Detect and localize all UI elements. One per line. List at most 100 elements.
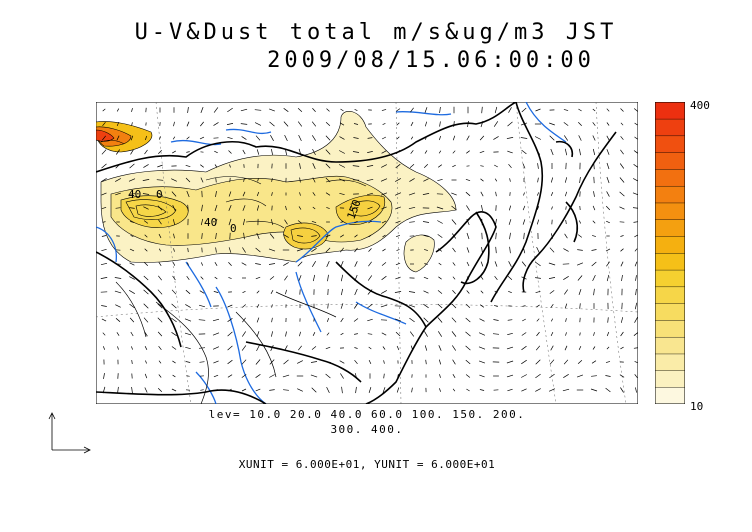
wind-vector [214, 150, 218, 154]
wind-vector [143, 303, 149, 309]
wind-vector [227, 318, 233, 322]
wind-vector [185, 164, 191, 168]
coastlines-borders [96, 102, 617, 404]
wind-vector [565, 219, 567, 225]
wind-vector [436, 206, 444, 210]
wind-vector [299, 163, 301, 169]
wind-vector [606, 331, 610, 337]
wind-vector [354, 359, 358, 365]
wind-vector [578, 288, 582, 296]
wind-vector [422, 193, 430, 195]
wind-vector [129, 262, 135, 266]
wind-vector [171, 332, 177, 336]
wind-vector [508, 290, 512, 294]
wind-vector [312, 206, 316, 210]
wind-vector [285, 289, 287, 295]
wind-vector [256, 149, 260, 155]
wind-vector [381, 164, 387, 168]
wind-vector [408, 206, 416, 210]
wind-vector [353, 318, 359, 322]
wind-vector [101, 149, 107, 155]
wind-vector [521, 374, 527, 378]
wind-vector [298, 134, 302, 142]
wind-vector [215, 247, 217, 253]
wind-vector [395, 262, 401, 266]
wind-vector [563, 248, 569, 252]
wind-vector [353, 207, 359, 209]
wind-vector [268, 263, 276, 265]
wind-vector [607, 317, 609, 323]
wind-vector [143, 275, 149, 281]
wind-vector [299, 192, 301, 196]
wind-vector [396, 249, 400, 251]
wind-vector [352, 151, 360, 153]
wind-vector [634, 317, 638, 323]
wind-vector [158, 275, 162, 281]
wind-vector [382, 123, 386, 125]
wind-vector [465, 317, 471, 323]
wind-vector [591, 375, 597, 377]
wind-vector [129, 221, 135, 223]
thin-borders [115, 281, 337, 404]
wind-vector [340, 303, 344, 309]
wind-vector [465, 359, 471, 365]
wind-vector [479, 318, 485, 322]
wind-vector [325, 247, 331, 253]
wind-vector [255, 276, 261, 280]
wind-vector [198, 347, 206, 349]
wind-vector [621, 274, 623, 282]
wind-vector [394, 318, 402, 322]
colorbar-cell [655, 336, 685, 355]
wind-vector [186, 190, 190, 198]
wind-vector [367, 151, 373, 153]
wind-vector [620, 122, 624, 126]
wind-vector [187, 107, 189, 113]
wind-vector [131, 360, 133, 364]
wind-vector [382, 346, 386, 350]
wind-vector [620, 331, 624, 337]
wind-vector [185, 346, 191, 350]
wind-vector [578, 135, 582, 141]
wind-vector [565, 318, 567, 322]
wind-vector [408, 291, 416, 293]
wind-vector [158, 248, 162, 252]
wind-vector [394, 291, 402, 293]
wind-vector [270, 135, 274, 141]
wind-vector [521, 107, 527, 113]
wind-vector [339, 122, 345, 126]
wind-vector [115, 178, 121, 182]
wind-vector [423, 164, 429, 168]
wind-vector [130, 135, 134, 141]
contour-label: 40 [204, 216, 217, 229]
contour-label: 0 [156, 188, 163, 201]
wind-vector [341, 288, 343, 296]
wind-vector [592, 205, 596, 211]
wind-vector [550, 318, 554, 322]
wind-vector [101, 248, 107, 252]
wind-vector [213, 107, 219, 113]
wind-vector [340, 260, 344, 268]
contour-levels-line2: 300. 400. [330, 423, 404, 436]
wind-vector [271, 178, 273, 182]
wind-vector [354, 274, 358, 282]
wind-vector [439, 388, 441, 392]
wind-vector [396, 136, 400, 140]
wind-vector [115, 207, 121, 209]
wind-vector [269, 374, 275, 378]
wind-vector [410, 136, 414, 140]
wind-vector [227, 107, 233, 113]
colorbar-cell [655, 370, 685, 388]
wind-vector [368, 234, 372, 238]
wind-vector [173, 121, 175, 127]
colorbar-cell [655, 303, 685, 321]
wind-vector [173, 248, 175, 252]
wind-vector [185, 304, 191, 308]
wind-vector [354, 347, 358, 349]
wind-vector [340, 234, 344, 238]
wind-vector [508, 219, 512, 225]
wind-vector [268, 248, 276, 252]
colorbar [655, 102, 685, 404]
wind-vector [620, 149, 624, 155]
wind-vector [131, 108, 133, 112]
wind-vector [564, 177, 568, 183]
